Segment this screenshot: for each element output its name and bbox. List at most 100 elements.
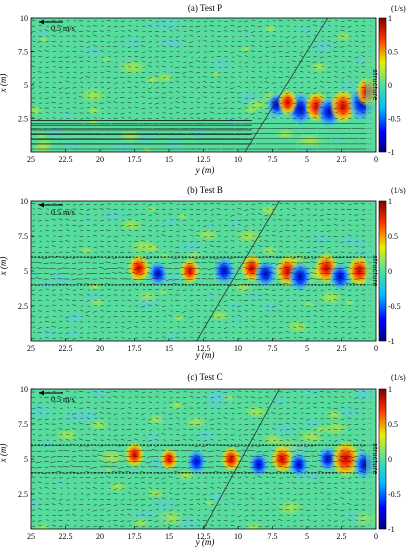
x-axis-label: y (m): [195, 165, 215, 175]
velocity-vector: [189, 439, 194, 441]
velocity-vector: [85, 314, 91, 317]
velocity-vector: [252, 337, 256, 339]
velocity-vector: [201, 445, 207, 448]
velocity-vector: [280, 61, 283, 63]
velocity-vector: [259, 428, 263, 430]
velocity-vector: [106, 401, 111, 403]
velocity-vector: [341, 438, 345, 441]
velocity-vector: [37, 118, 42, 120]
velocity-vector: [320, 325, 324, 328]
velocity-vector: [64, 429, 70, 431]
velocity-vector: [298, 282, 304, 285]
velocity-vector: [347, 332, 352, 335]
velocity-vector: [223, 30, 228, 32]
velocity-vector: [312, 46, 318, 48]
velocity-vector: [169, 40, 173, 42]
velocity-vector: [225, 515, 228, 517]
velocity-vector: [277, 465, 283, 468]
velocity-vector: [238, 76, 242, 78]
velocity-vector: [319, 214, 324, 217]
velocity-vector: [122, 46, 125, 48]
velocity-vector: [251, 493, 256, 495]
velocity-vector: [53, 252, 56, 254]
velocity-vector: [45, 66, 49, 68]
velocity-vector: [250, 320, 256, 323]
velocity-vector: [217, 486, 221, 489]
velocity-vector: [148, 487, 152, 489]
velocity-vector: [251, 326, 256, 328]
velocity-vector: [326, 304, 331, 307]
velocity-vector: [182, 412, 187, 414]
velocity-vector: [115, 36, 118, 38]
velocity-vector: [312, 24, 318, 27]
velocity-vector: [156, 331, 159, 333]
velocity-vector: [42, 456, 49, 458]
velocity-vector: [287, 251, 290, 253]
velocity-vector: [162, 225, 166, 227]
vorticity-patch: [147, 495, 179, 514]
velocity-vector: [181, 278, 187, 281]
velocity-vector: [168, 213, 173, 215]
velocity-vector: [38, 252, 42, 254]
velocity-vector: [238, 240, 242, 242]
velocity-vector: [239, 81, 242, 83]
velocity-vector: [135, 19, 139, 22]
velocity-vector: [131, 472, 139, 474]
velocity-vector: [79, 60, 84, 63]
velocity-vector: [148, 316, 152, 318]
velocity-vector: [71, 460, 77, 462]
velocity-vector: [79, 77, 84, 80]
velocity-vector: [238, 288, 242, 290]
velocity-vector: [320, 86, 324, 88]
velocity-vector: [210, 407, 214, 409]
vorticity-patch: [339, 237, 352, 245]
velocity-vector: [361, 111, 366, 114]
vorticity-patch: [32, 402, 46, 411]
velocity-vector: [196, 219, 201, 222]
velocity-vector: [72, 262, 77, 265]
velocity-vector: [326, 213, 331, 215]
velocity-vector: [258, 482, 263, 485]
velocity-vector: [327, 102, 331, 105]
velocity-vector: [340, 118, 345, 120]
velocity-vector: [176, 224, 180, 226]
velocity-vector: [293, 401, 297, 403]
velocity-vector: [145, 461, 152, 464]
velocity-vector: [127, 514, 132, 516]
velocity-vector: [227, 460, 235, 462]
velocity-vector: [210, 433, 214, 436]
velocity-vector: [37, 481, 42, 484]
y-tick-label: 2.5: [18, 490, 28, 499]
velocity-vector: [31, 235, 36, 238]
velocity-vector: [298, 273, 304, 275]
velocity-vector: [245, 40, 249, 42]
velocity-vector: [184, 51, 187, 53]
velocity-vector: [59, 397, 63, 399]
velocity-vector: [195, 487, 201, 489]
velocity-vector: [264, 315, 269, 317]
velocity-vector: [197, 56, 201, 58]
velocity-vector: [154, 445, 159, 447]
velocity-vector: [209, 245, 214, 248]
vorticity-patch: [43, 124, 68, 139]
velocity-vector: [44, 320, 49, 323]
vorticity-patch: [31, 142, 53, 152]
velocity-vector: [133, 278, 139, 281]
velocity-vector: [86, 46, 91, 48]
velocity-vector: [175, 36, 180, 38]
velocity-vector: [31, 321, 36, 323]
velocity-vector: [286, 476, 290, 478]
velocity-vector: [188, 456, 194, 458]
vorticity-patch: [146, 414, 167, 426]
velocity-vector: [176, 429, 180, 431]
velocity-vector: [60, 493, 63, 495]
velocity-vector: [293, 207, 297, 210]
velocity-vector: [190, 413, 194, 415]
velocity-vector: [279, 214, 283, 216]
velocity-vector: [298, 336, 304, 339]
y-axis-label: x (m): [0, 444, 8, 464]
velocity-vector: [204, 107, 207, 109]
velocity-vector: [65, 219, 70, 221]
